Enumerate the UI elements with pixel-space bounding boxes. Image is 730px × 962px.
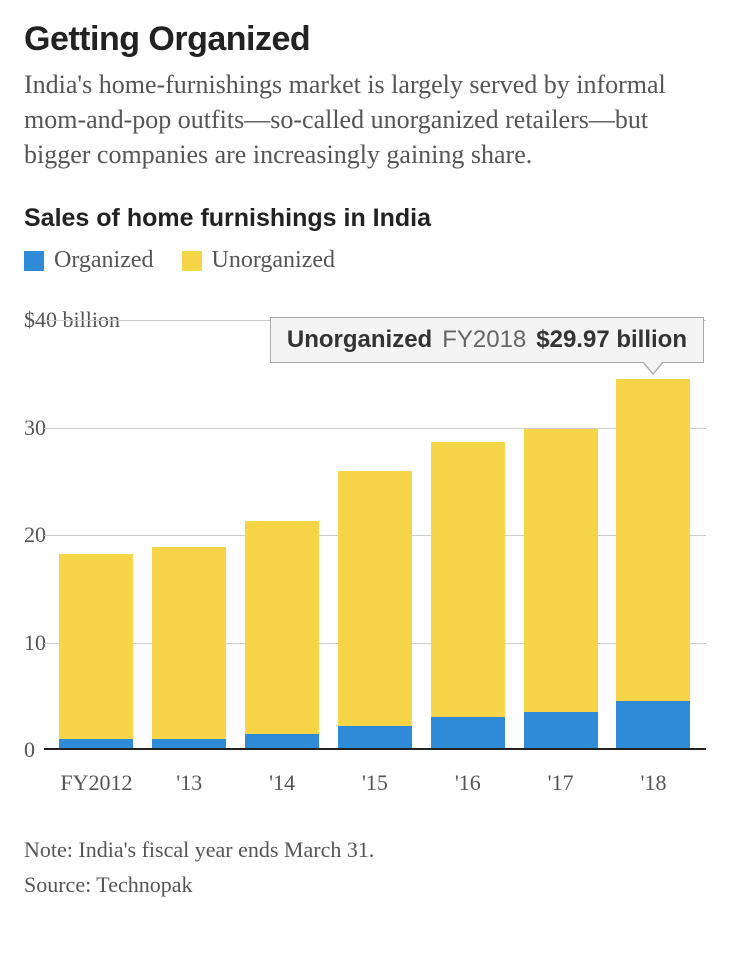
y-tick-label: 30 bbox=[24, 415, 46, 441]
x-tick-label: '16 bbox=[431, 770, 505, 796]
x-tick-label: '17 bbox=[524, 770, 598, 796]
bar-segment-organized[interactable] bbox=[152, 739, 226, 749]
bar-segment-unorganized[interactable] bbox=[152, 547, 226, 738]
bar-segment-unorganized[interactable] bbox=[245, 521, 319, 734]
x-tick-label: '18 bbox=[616, 770, 690, 796]
chart-tooltip: Unorganized FY2018 $29.97 billion bbox=[270, 317, 704, 363]
legend-item-organized: Organized bbox=[24, 247, 154, 274]
bar-column[interactable] bbox=[152, 547, 226, 748]
footer-source: Source: Technopak bbox=[24, 867, 706, 902]
tooltip-category: FY2018 bbox=[442, 326, 526, 353]
bar-column[interactable] bbox=[616, 379, 690, 748]
footer-note: Note: India's fiscal year ends March 31. bbox=[24, 832, 706, 867]
bar-segment-unorganized[interactable] bbox=[524, 429, 598, 712]
x-tick-label: '14 bbox=[245, 770, 319, 796]
chart-footer: Note: India's fiscal year ends March 31.… bbox=[24, 832, 706, 902]
legend-label-unorganized: Unorganized bbox=[212, 247, 336, 274]
chart-legend: Organized Unorganized bbox=[24, 247, 706, 274]
chart-subtitle: Sales of home furnishings in India bbox=[24, 204, 706, 233]
chart-plot-area: $40 billion3020100 UnorganizedFY2018$29.… bbox=[24, 320, 706, 750]
bar-segment-organized[interactable] bbox=[59, 739, 133, 749]
bar-segment-organized[interactable] bbox=[245, 734, 319, 748]
bar-segment-organized[interactable] bbox=[338, 726, 412, 749]
legend-swatch-unorganized bbox=[182, 251, 202, 271]
bar-column[interactable] bbox=[59, 554, 133, 749]
legend-item-unorganized: Unorganized bbox=[182, 247, 336, 274]
bar-segment-unorganized[interactable] bbox=[59, 554, 133, 739]
bar-segment-organized[interactable] bbox=[431, 717, 505, 748]
x-tick-label: FY2012 bbox=[59, 770, 133, 796]
chart-title: Getting Organized bbox=[24, 20, 706, 59]
bar-column[interactable] bbox=[431, 442, 505, 748]
y-tick-label: 10 bbox=[24, 630, 46, 656]
tooltip-value: $29.97 billion bbox=[536, 326, 687, 353]
bar-segment-organized[interactable] bbox=[524, 712, 598, 749]
bar-column[interactable] bbox=[338, 471, 412, 748]
bar-column[interactable] bbox=[524, 429, 598, 748]
bar-segment-unorganized[interactable] bbox=[616, 379, 690, 701]
bar-segment-unorganized[interactable] bbox=[431, 442, 505, 717]
legend-swatch-organized bbox=[24, 251, 44, 271]
bar-segment-organized[interactable] bbox=[616, 701, 690, 748]
y-tick-label: 20 bbox=[24, 522, 46, 548]
chart-description: India's home-furnishings market is large… bbox=[24, 67, 706, 172]
x-axis-labels: FY2012 '13 '14 '15 '16 '17 '18 bbox=[24, 760, 706, 796]
x-tick-label: '15 bbox=[338, 770, 412, 796]
x-tick-label: '13 bbox=[152, 770, 226, 796]
bars-container bbox=[44, 320, 706, 748]
bar-column[interactable] bbox=[245, 521, 319, 748]
y-tick-label: 0 bbox=[24, 737, 35, 763]
legend-label-organized: Organized bbox=[54, 247, 154, 274]
plot-region: Unorganized FY2018 $29.97 billion bbox=[44, 320, 706, 750]
chart-card: Getting Organized India's home-furnishin… bbox=[0, 0, 730, 927]
tooltip-series: Unorganized bbox=[287, 326, 432, 353]
bar-segment-unorganized[interactable] bbox=[338, 471, 412, 726]
